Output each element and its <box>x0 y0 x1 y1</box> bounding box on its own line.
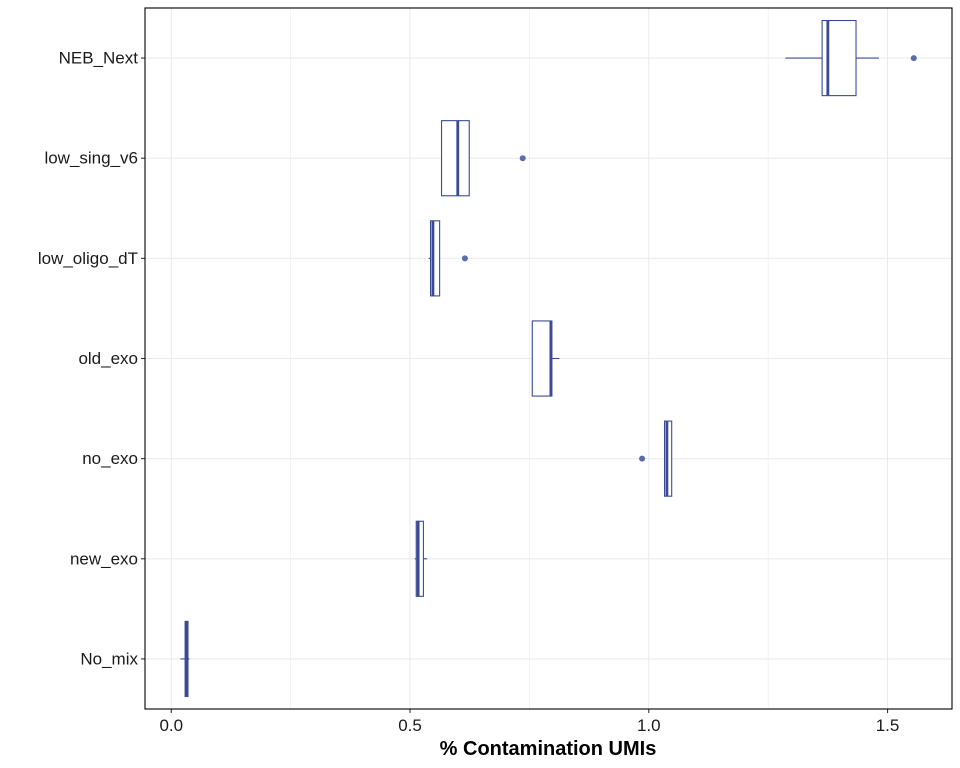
x-axis-ticks: 0.0 0.5 1.0 1.5 <box>159 709 899 735</box>
outlier-point <box>461 255 468 262</box>
box-low-sing-v6 <box>440 120 526 197</box>
x-tick-label: 0.0 <box>159 716 183 735</box>
box-iqr <box>430 220 441 297</box>
y-tick-label: old_exo <box>78 349 138 368</box>
outlier-point <box>519 155 526 162</box>
x-tick-label: 1.0 <box>637 716 661 735</box>
box-old-exo <box>531 320 560 397</box>
x-tick-label: 1.5 <box>876 716 900 735</box>
x-tick-label: 0.5 <box>398 716 422 735</box>
y-tick-label: low_oligo_dT <box>38 249 138 268</box>
y-tick-label: No_mix <box>80 649 138 668</box>
x-axis-title: % Contamination UMIs <box>440 738 657 760</box>
box-iqr <box>440 120 470 197</box>
y-tick-label: new_exo <box>70 549 138 568</box>
y-tick-label: low_sing_v6 <box>44 149 138 168</box>
y-tick-label: NEB_Next <box>59 49 139 68</box>
outlier-point <box>639 455 646 462</box>
y-axis-ticks: NEB_Next low_sing_v6 low_oligo_dT old_exono… <box>38 49 145 668</box>
box-low-oligo-dt <box>428 220 468 297</box>
box-iqr <box>415 520 424 597</box>
box-no-exo <box>639 420 673 497</box>
panel-border <box>144 7 953 710</box>
outlier-point <box>910 55 917 62</box>
box-iqr <box>531 320 553 397</box>
boxes <box>180 19 917 698</box>
grid <box>145 8 952 709</box>
box-new-exo <box>414 520 428 597</box>
y-tick-label: no_exo <box>82 449 138 468</box>
box-no-mix <box>180 620 190 698</box>
box-neb-next <box>785 19 917 97</box>
